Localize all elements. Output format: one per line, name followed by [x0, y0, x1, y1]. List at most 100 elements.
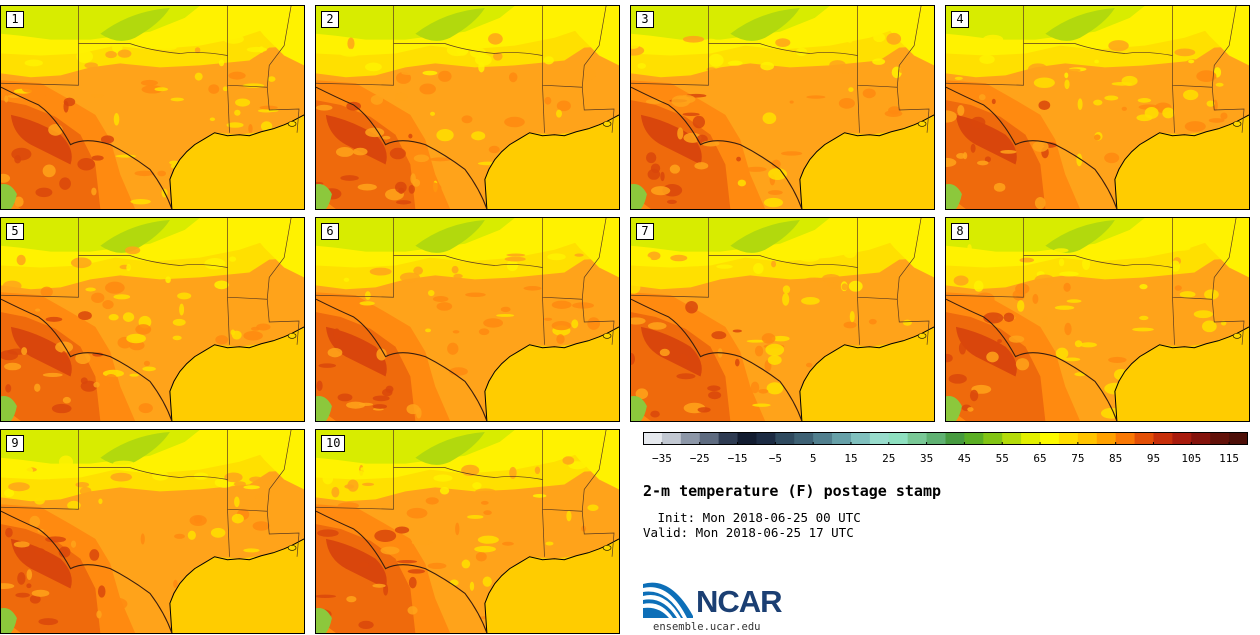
temperature-patch [174, 533, 185, 539]
member-label: 8 [951, 223, 969, 240]
temperature-patch [711, 331, 727, 340]
temperature-patch [493, 51, 503, 61]
temperature-patch [848, 280, 863, 292]
temperature-patch [105, 51, 117, 59]
temperature-patch [1, 350, 19, 361]
temperature-patch [979, 54, 995, 65]
temperature-patch [231, 513, 244, 524]
colorbar-frame [643, 432, 1248, 445]
temperature-patch [1003, 312, 1015, 323]
temperature-patch [978, 94, 986, 101]
temperature-patch [77, 311, 92, 321]
temperature-patch [361, 482, 375, 486]
member-panel: 4 [945, 5, 1250, 210]
temperature-patch [982, 34, 1004, 45]
temperature-patch [953, 275, 969, 286]
cool-spot [316, 183, 332, 209]
cool-band [1045, 7, 1115, 41]
temperature-patch [173, 579, 178, 589]
temperature-patch [1206, 100, 1215, 107]
temperature-patch [948, 373, 967, 384]
temperature-patch [868, 318, 877, 325]
temperature-patch [407, 606, 418, 615]
coastline [484, 538, 619, 633]
temperature-patch [736, 156, 741, 162]
temperature-patch [208, 84, 220, 94]
temperature-patch [708, 53, 724, 67]
temperature-patch [172, 318, 186, 326]
temperature-patch [34, 383, 41, 392]
temperature-patch [248, 124, 253, 134]
colorbar-segment [1096, 432, 1117, 445]
temperature-patch [556, 109, 562, 118]
temperature-patch [1139, 284, 1148, 290]
cool-band [100, 219, 170, 253]
colorbar-segment [1077, 432, 1098, 445]
temperature-patch [79, 486, 92, 496]
temperature-patch [432, 296, 449, 302]
colorbar-segment [1153, 432, 1173, 445]
temperature-patch [803, 277, 825, 283]
colorbar-tick-label: −5 [768, 452, 782, 465]
temperature-patch [5, 384, 12, 393]
cool-band [869, 218, 934, 278]
gulf-water [799, 326, 934, 421]
temperature-patch [347, 479, 359, 492]
temperature-patch [369, 267, 392, 276]
temperature-patch [1121, 75, 1138, 87]
member-panel: 3 [630, 5, 935, 210]
state-border [1211, 299, 1245, 345]
temperature-patch [398, 187, 405, 194]
temperature-patch [544, 96, 552, 105]
lake [917, 121, 927, 127]
temperature-patch [130, 198, 151, 205]
temperature-patch [1, 583, 15, 590]
temperature-patch [210, 527, 226, 538]
temperature-patch [789, 100, 794, 104]
temperature-patch [316, 104, 333, 111]
temperature-patch [1076, 153, 1083, 167]
colorbar-tick-label: 5 [809, 452, 817, 465]
state-border [857, 297, 860, 345]
temperature-patch [157, 45, 177, 51]
coastline [484, 114, 619, 209]
temperature-patch [478, 328, 490, 336]
cool-band [730, 219, 800, 253]
temperature-patch [551, 300, 572, 310]
temperature-patch [635, 388, 649, 400]
temperature-patch [970, 116, 986, 129]
temperature-patch [782, 285, 791, 294]
temperature-patch [746, 339, 767, 343]
temperature-map [1, 218, 304, 421]
temperature-patch [4, 95, 9, 103]
temperature-patch [1184, 121, 1206, 132]
temperature-patch [358, 620, 374, 630]
temperature-patch [587, 504, 599, 512]
temperature-patch [249, 476, 263, 483]
temperature-patch [358, 561, 370, 568]
temperature-patch [172, 335, 182, 341]
temperature-patch [1079, 342, 1097, 348]
temperature-patch [408, 184, 415, 194]
temperature-patch [5, 527, 13, 538]
temperature-patch [75, 352, 91, 365]
temperature-patch [91, 292, 105, 303]
temperature-patch [337, 393, 353, 402]
temperature-patch [21, 347, 28, 356]
temperature-patch [469, 248, 475, 253]
temperature-patch [412, 178, 421, 187]
temperature-patch [322, 472, 334, 485]
state-border [393, 6, 543, 56]
temperature-patch [129, 373, 139, 377]
temperature-patch [51, 403, 72, 414]
temperature-patch [113, 113, 120, 126]
state-border [708, 218, 858, 268]
temperature-patch [31, 589, 50, 597]
state-border [542, 6, 607, 88]
temperature-patch [805, 362, 813, 368]
state-border [631, 218, 709, 298]
temperature-patch [465, 292, 486, 298]
temperature-patch [449, 367, 468, 376]
figure-title: 2-m temperature (F) postage stamp [643, 482, 942, 500]
temperature-patch [140, 533, 145, 545]
